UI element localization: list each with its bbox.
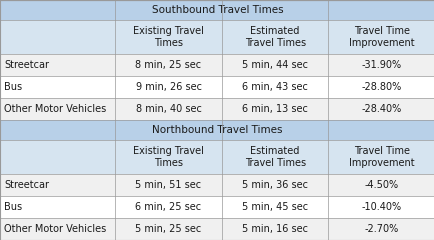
Text: Streetcar: Streetcar: [4, 60, 49, 70]
Text: -28.40%: -28.40%: [361, 104, 401, 114]
Text: Other Motor Vehicles: Other Motor Vehicles: [4, 104, 106, 114]
Text: -2.70%: -2.70%: [364, 224, 398, 234]
Text: 5 min, 44 sec: 5 min, 44 sec: [242, 60, 307, 70]
Text: -10.40%: -10.40%: [361, 202, 401, 212]
Text: Southbound Travel Times: Southbound Travel Times: [151, 5, 283, 15]
Text: 9 min, 26 sec: 9 min, 26 sec: [135, 82, 201, 92]
Text: 5 min, 36 sec: 5 min, 36 sec: [242, 180, 307, 190]
Text: 6 min, 13 sec: 6 min, 13 sec: [242, 104, 307, 114]
Text: Existing Travel
Times: Existing Travel Times: [133, 146, 204, 168]
Text: Other Motor Vehicles: Other Motor Vehicles: [4, 224, 106, 234]
Text: 6 min, 43 sec: 6 min, 43 sec: [242, 82, 307, 92]
Text: -28.80%: -28.80%: [361, 82, 401, 92]
Bar: [0, 218, 434, 240]
Bar: [0, 196, 434, 218]
Text: Bus: Bus: [4, 82, 23, 92]
Text: 5 min, 25 sec: 5 min, 25 sec: [135, 224, 201, 234]
Text: Northbound Travel Times: Northbound Travel Times: [152, 125, 282, 135]
Text: -4.50%: -4.50%: [364, 180, 398, 190]
Text: 6 min, 25 sec: 6 min, 25 sec: [135, 202, 201, 212]
Bar: [0, 76, 434, 98]
Text: Existing Travel
Times: Existing Travel Times: [133, 26, 204, 48]
Bar: [0, 20, 434, 54]
Text: 5 min, 45 sec: 5 min, 45 sec: [241, 202, 308, 212]
Bar: [0, 54, 434, 76]
Bar: [0, 98, 434, 120]
Bar: [0, 120, 434, 140]
Text: Travel Time
Improvement: Travel Time Improvement: [348, 26, 414, 48]
Text: 8 min, 25 sec: 8 min, 25 sec: [135, 60, 201, 70]
Text: Estimated
Travel Times: Estimated Travel Times: [244, 146, 305, 168]
Text: Bus: Bus: [4, 202, 23, 212]
Text: Travel Time
Improvement: Travel Time Improvement: [348, 146, 414, 168]
Text: -31.90%: -31.90%: [361, 60, 401, 70]
Bar: [0, 174, 434, 196]
Text: Streetcar: Streetcar: [4, 180, 49, 190]
Bar: [0, 0, 434, 20]
Bar: [0, 140, 434, 174]
Text: 8 min, 40 sec: 8 min, 40 sec: [135, 104, 201, 114]
Text: 5 min, 51 sec: 5 min, 51 sec: [135, 180, 201, 190]
Text: Estimated
Travel Times: Estimated Travel Times: [244, 26, 305, 48]
Text: 5 min, 16 sec: 5 min, 16 sec: [242, 224, 307, 234]
